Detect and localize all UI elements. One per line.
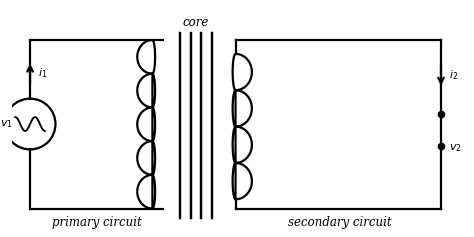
Text: $i_2$: $i_2$ [449, 68, 458, 82]
Text: core: core [183, 16, 209, 29]
Text: $v_1$: $v_1$ [0, 118, 12, 130]
Text: secondary circuit: secondary circuit [288, 216, 391, 229]
Text: $i_1$: $i_1$ [38, 67, 48, 80]
Text: primary circuit: primary circuit [52, 216, 142, 229]
Text: $v_2$: $v_2$ [449, 143, 462, 155]
